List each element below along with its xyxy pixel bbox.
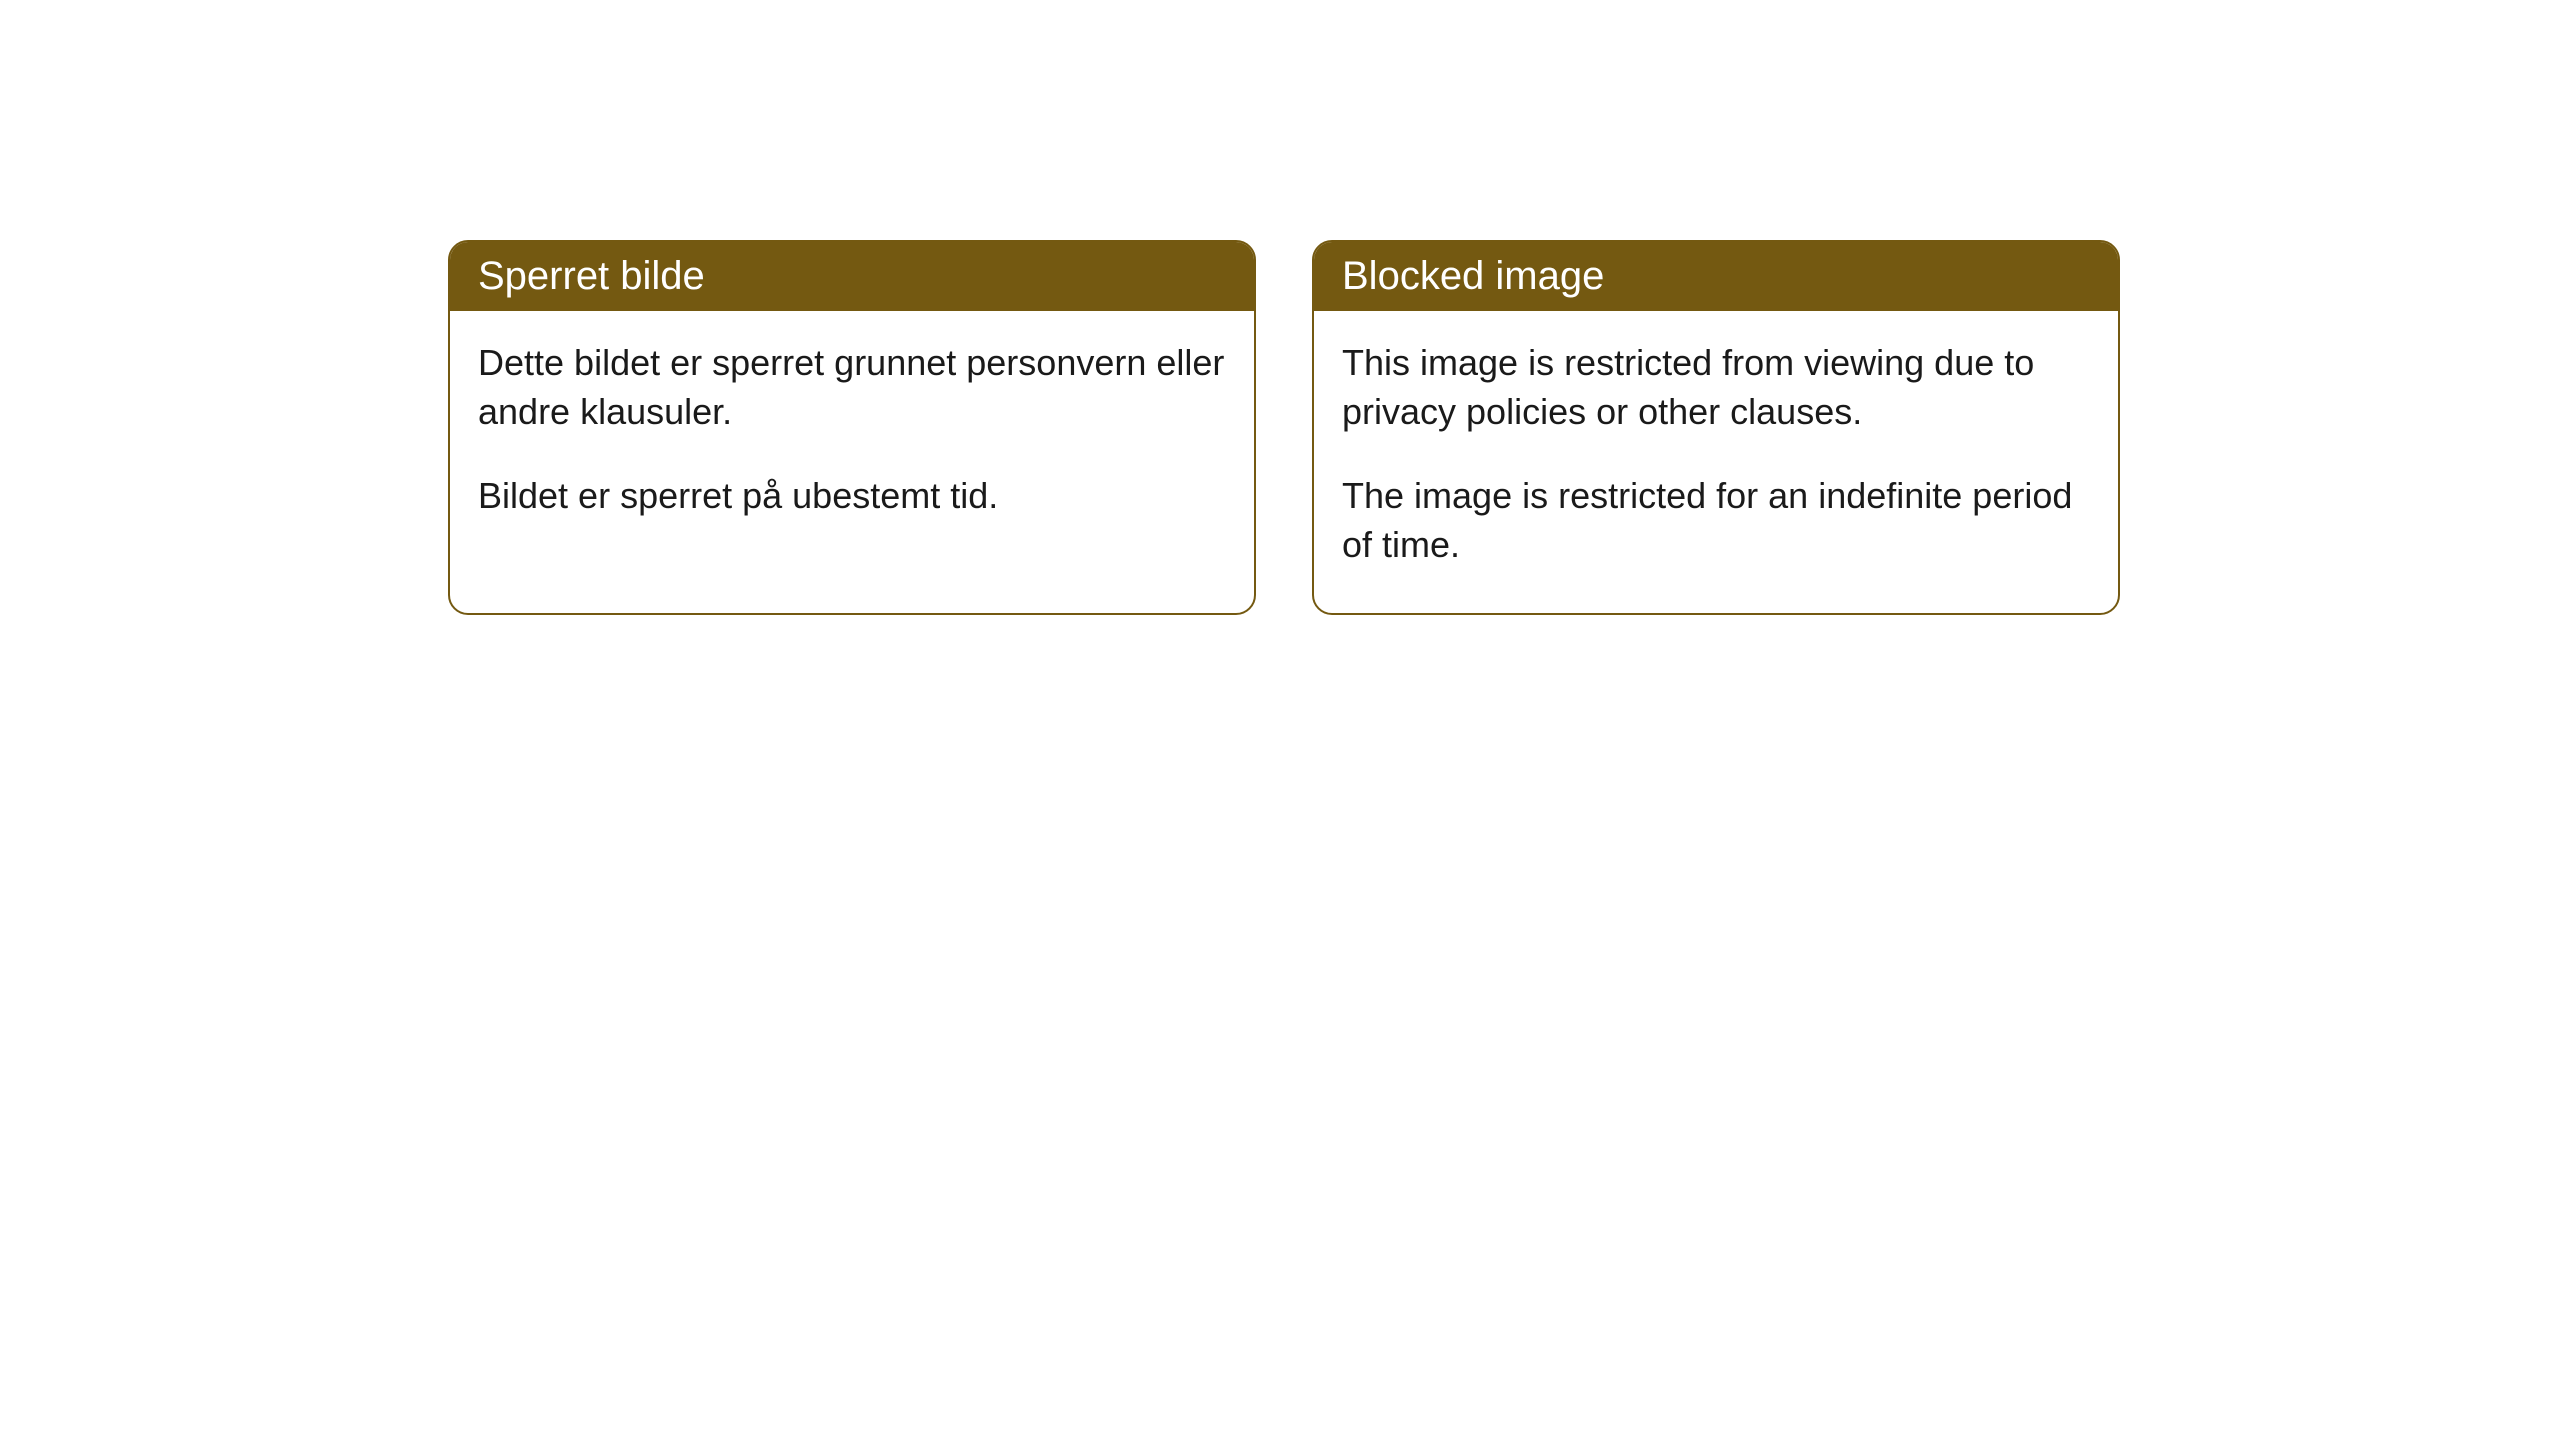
card-header-english: Blocked image [1314,242,2118,311]
notice-container: Sperret bilde Dette bildet er sperret gr… [0,0,2560,615]
card-title: Sperret bilde [478,254,705,298]
blocked-image-card-english: Blocked image This image is restricted f… [1312,240,2120,615]
card-body-norwegian: Dette bildet er sperret grunnet personve… [450,311,1254,565]
blocked-image-card-norwegian: Sperret bilde Dette bildet er sperret gr… [448,240,1256,615]
card-paragraph: This image is restricted from viewing du… [1342,339,2090,436]
card-header-norwegian: Sperret bilde [450,242,1254,311]
card-paragraph: The image is restricted for an indefinit… [1342,472,2090,569]
card-paragraph: Bildet er sperret på ubestemt tid. [478,472,1226,521]
card-body-english: This image is restricted from viewing du… [1314,311,2118,613]
card-title: Blocked image [1342,254,1604,298]
card-paragraph: Dette bildet er sperret grunnet personve… [478,339,1226,436]
